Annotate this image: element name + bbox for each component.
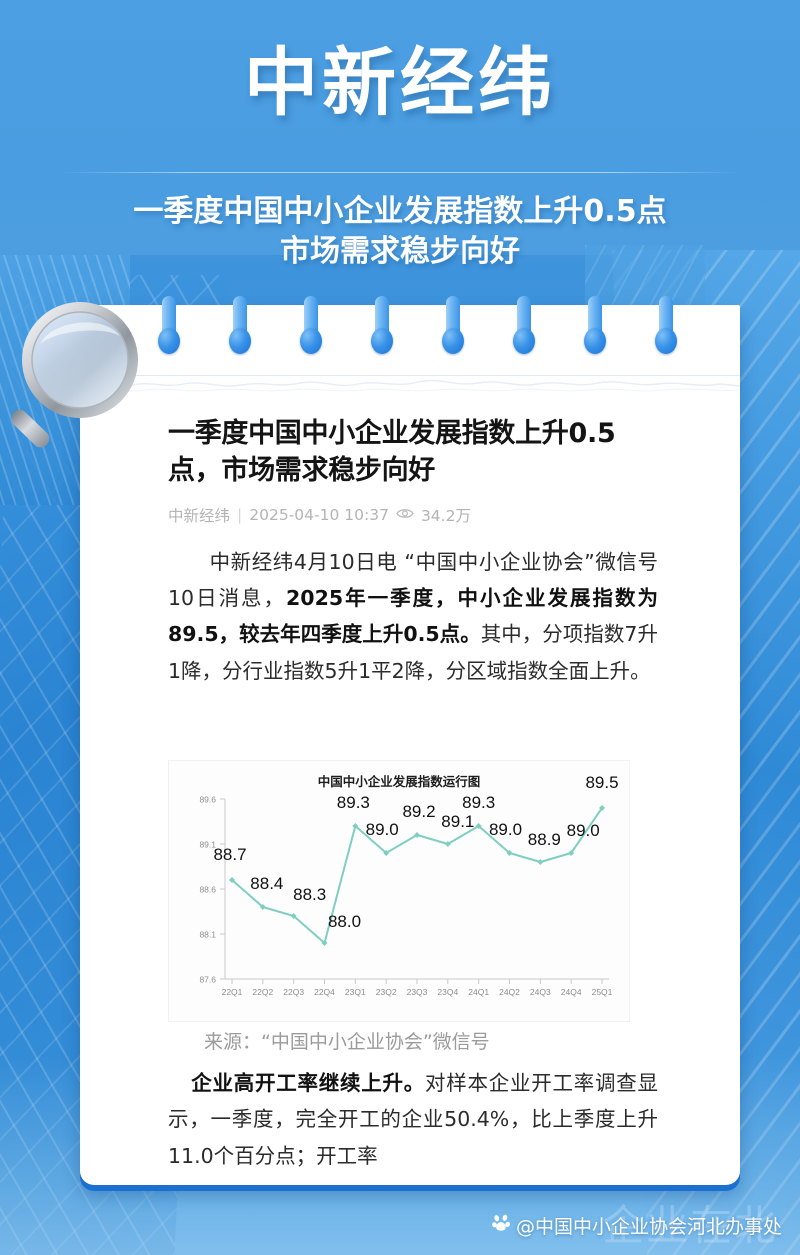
chart-xtick: 24Q4 [561,987,582,997]
paragraph-2-bold: 企业高开工率继续上升。 [190,1071,426,1095]
paragraph-1-tail: 其中，分项指数7升1降，分行业指数5升1平2降，分区域指数全面上升。 [168,622,658,683]
article-source: 中新经纬 [168,506,231,525]
chart-xtick: 22Q3 [283,987,304,997]
article-card: 一季度中国中小企业发展指数上升0.5点，市场需求稳步向好 中新经纬 | 2025… [80,305,740,1185]
binder-ring [371,296,393,356]
chart-marker [414,832,420,838]
watermark-text: @中国中小企业协会河北办事处 [515,1215,782,1238]
card-top-divider [80,375,740,376]
chart-xtick: 22Q1 [222,987,243,997]
chart-marker [383,850,390,856]
binder-ring [229,296,251,356]
chart-data-label: 88.0 [328,912,361,931]
chart-xtick: 22Q4 [314,987,335,997]
chart-xtick: 23Q2 [376,987,397,997]
chart-xtick: 22Q2 [252,987,273,997]
footer-watermark-bar: @中国中小企业协会河北办事处 [0,1195,800,1255]
card-texture-wave [80,379,740,392]
poster-subtitle: 一季度中国中小企业发展指数上升0.5点 市场需求稳步向好 [40,192,760,271]
chart-title: 中国中小企业发展指数运行图 [317,774,481,789]
article-datetime: 2025-04-10 10:37 [249,505,389,524]
meta-separator: | [237,505,243,524]
baidu-paw-icon [492,1213,511,1237]
chart-data-label: 88.9 [528,830,561,849]
chart-ytick: 88.1 [199,930,216,940]
article-meta: 中新经纬 | 2025-04-10 10:37 34.2万 [168,504,658,526]
binder-ring [442,296,464,356]
article-paragraph-2: 企业高开工率继续上升。对样本企业开工率调查显示，一季度，完全开工的企业50.4%… [168,1065,658,1174]
binder-ring [655,296,677,356]
paragraph-1-lead: 中新经纬4月10日电 “中国中小企业协会”微信号10日消息， [168,549,658,610]
chart-data-label: 89.5 [585,773,618,792]
chart-data-label: 89.1 [441,812,474,831]
chart-marker [444,841,451,847]
chart-xtick: 24Q2 [499,987,520,997]
paragraph-1-bold: 2025年一季度，中小企业发展指数为89.5，较去年四季度上升0.5点。 [168,585,658,647]
watermark: @中国中小企业协会河北办事处 [492,1212,782,1239]
chart-marker [568,850,575,856]
chart-xtick: 25Q1 [592,987,613,997]
chart-data-label: 89.0 [567,821,600,840]
chart-ytick: 87.6 [199,975,216,985]
paragraph-2-text: 对样本企业开工率调查显示，一季度，完全开工的企业50.4%，比上季度上升11.0… [168,1071,659,1168]
brand-title: 中新经纬 [244,40,556,126]
chart-xtick: 23Q1 [345,987,366,997]
poster-subtitle-line1: 一季度中国中小企业发展指数上升0.5点 [133,194,667,229]
index-chart: 中国中小企业发展指数运行图 87.6 88.1 88.6 89.1 89.6 22Q1 2… [168,760,630,1022]
binder-ring [584,296,606,356]
chart-marker [506,850,513,856]
chart-marker [599,805,605,811]
poster-header: 中新经纬 一季度中国中小企业发展指数上升0.5点 市场需求稳步向好 [0,0,800,300]
chart-data-label: 89.3 [462,793,495,812]
chart-marker [475,823,482,829]
header-divider [60,172,740,173]
binder-ring [513,296,535,356]
chart-xtick: 23Q3 [407,987,428,997]
chart-data-label: 89.0 [489,820,522,839]
chart-marker [537,859,544,865]
chart-data-label: 89.2 [402,802,435,821]
chart-xtick: 23Q4 [437,987,458,997]
article-title: 一季度中国中小企业发展指数上升0.5点，市场需求稳步向好 [168,418,616,487]
binder-ring [300,296,322,356]
article-body: 一季度中国中小企业发展指数上升0.5点，市场需求稳步向好 中新经纬 | 2025… [168,415,658,689]
chart-canvas: 87.6 88.1 88.6 89.1 89.6 22Q1 22Q2 22Q3 22Q4 23Q… [199,773,618,997]
binder-ring [158,296,180,356]
chart-data-label: 89.0 [366,820,399,839]
eye-icon [396,506,414,524]
article-paragraph-1: 中新经纬4月10日电 “中国中小企业协会”微信号10日消息，2025年一季度，中… [168,544,658,690]
chart-marker [229,877,235,883]
chart-data-label: 88.4 [250,874,283,893]
chart-ytick: 89.1 [199,840,216,850]
chart-marker [352,823,359,829]
chart-ytick: 88.6 [199,885,216,895]
chart-xtick: 24Q3 [530,987,551,997]
chart-data-label: 88.7 [213,845,246,864]
chart-xtick: 24Q1 [468,987,489,997]
magnifier-icon [10,292,162,452]
chart-data-label: 89.3 [337,793,370,812]
chart-ytick: 89.6 [199,795,216,805]
chart-source-note: 来源：“中国中小企业协会”微信号 [204,1031,490,1053]
chart-marker [321,940,328,946]
poster-subtitle-line2: 市场需求稳步向好 [280,233,520,269]
article-views: 34.2万 [420,506,471,525]
binder-rings [80,296,740,360]
chart-marker [259,904,266,910]
chart-data-label: 88.3 [293,885,326,904]
chart-marker [290,913,297,919]
